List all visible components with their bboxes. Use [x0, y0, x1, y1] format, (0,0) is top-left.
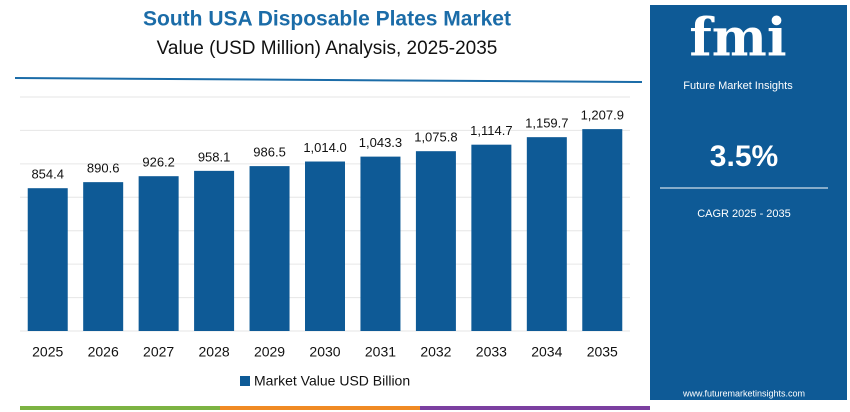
- sidebar: [650, 5, 847, 400]
- value-label: 854.4: [31, 167, 64, 182]
- bar: [194, 170, 235, 331]
- bar: [415, 151, 456, 331]
- value-label: 958.1: [198, 149, 231, 164]
- footer-stripe: [20, 406, 220, 410]
- x-tick-label: 2029: [254, 344, 285, 360]
- bar: [526, 137, 567, 331]
- chart-title: South USA Disposable Plates Market: [143, 8, 511, 31]
- value-label: 890.6: [87, 161, 120, 176]
- x-tick-label: 2035: [587, 344, 618, 360]
- bar: [249, 166, 290, 331]
- x-tick-label: 2028: [199, 344, 230, 360]
- cagr-value: 3.5%: [710, 140, 778, 173]
- title-rule: [14, 77, 643, 83]
- legend-label: Market Value USD Billion: [254, 373, 410, 389]
- value-label: 1,207.9: [581, 108, 624, 123]
- x-tick-label: 2032: [420, 344, 451, 360]
- bar: [360, 156, 401, 331]
- legend-swatch: [240, 376, 250, 386]
- x-tick-label: 2025: [32, 344, 63, 360]
- value-label: 1,043.3: [359, 135, 402, 150]
- bar: [582, 129, 623, 331]
- bar: [138, 176, 179, 331]
- value-label: 926.2: [142, 155, 175, 170]
- brand: Future Market Insights: [683, 80, 793, 92]
- value-label: 986.5: [253, 145, 286, 160]
- bar: [305, 161, 345, 331]
- footer-stripe: [420, 406, 650, 410]
- logo: fmi: [689, 8, 786, 69]
- value-label: 1,075.8: [414, 130, 457, 145]
- x-tick-label: 2030: [309, 344, 340, 360]
- value-label: 1,159.7: [525, 116, 568, 131]
- x-tick-label: 2033: [476, 344, 507, 360]
- value-label: 1,014.0: [303, 140, 346, 155]
- x-tick-label: 2026: [88, 344, 119, 360]
- footer-stripe: [220, 406, 420, 410]
- website: www.futuremarketinsights.com: [682, 388, 805, 398]
- x-tick-label: 2027: [143, 344, 174, 360]
- x-tick-label: 2031: [365, 344, 396, 360]
- x-tick-label: 2034: [531, 344, 562, 360]
- bar: [471, 144, 512, 331]
- cagr-label: CAGR 2025 - 2035: [697, 208, 791, 220]
- bar: [83, 182, 124, 331]
- value-label: 1,114.7: [470, 123, 512, 138]
- bar: [27, 188, 68, 331]
- chart-subtitle: Value (USD Million) Analysis, 2025-2035: [157, 38, 498, 59]
